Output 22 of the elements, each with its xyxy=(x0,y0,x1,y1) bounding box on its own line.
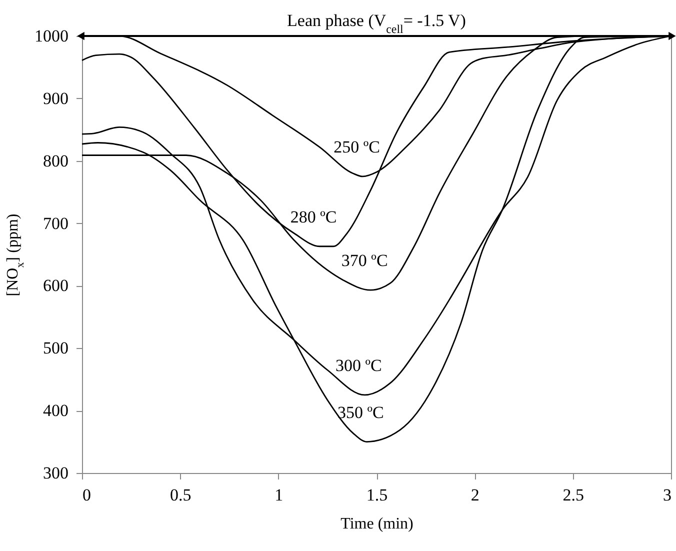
y-tick-label: 600 xyxy=(43,276,68,296)
y-tick-label: 1000 xyxy=(34,26,68,46)
x-tick-label: 1 xyxy=(274,486,284,504)
x-tick-label: 2.5 xyxy=(562,486,584,504)
series-label: 350 ºC xyxy=(337,402,384,422)
series-label: 370 ºC xyxy=(341,251,388,270)
x-tick-label: 1.5 xyxy=(366,486,388,504)
x-tick-label: 3 xyxy=(663,486,672,504)
y-tick-label: 800 xyxy=(43,151,68,170)
x-axis-title: Time (min) xyxy=(340,516,414,532)
y-tick-label: 400 xyxy=(43,401,68,420)
text: Lean phase (V$_{cell}$= -1.5 V) xyxy=(287,11,466,36)
y-tick-label: 300 xyxy=(43,464,68,482)
y-tick-label: 500 xyxy=(43,338,68,358)
y-tick-label: 700 xyxy=(43,214,68,233)
series-label: 250 ºC xyxy=(334,137,380,156)
x-tick-label: 0 xyxy=(82,486,91,504)
series-label: 300 ºC xyxy=(336,356,382,375)
series-label: 280 ºC xyxy=(290,207,337,226)
y-tick-label: 900 xyxy=(43,88,68,108)
x-tick-label: 0.5 xyxy=(170,486,192,504)
x-tick-label: 2 xyxy=(470,486,480,504)
